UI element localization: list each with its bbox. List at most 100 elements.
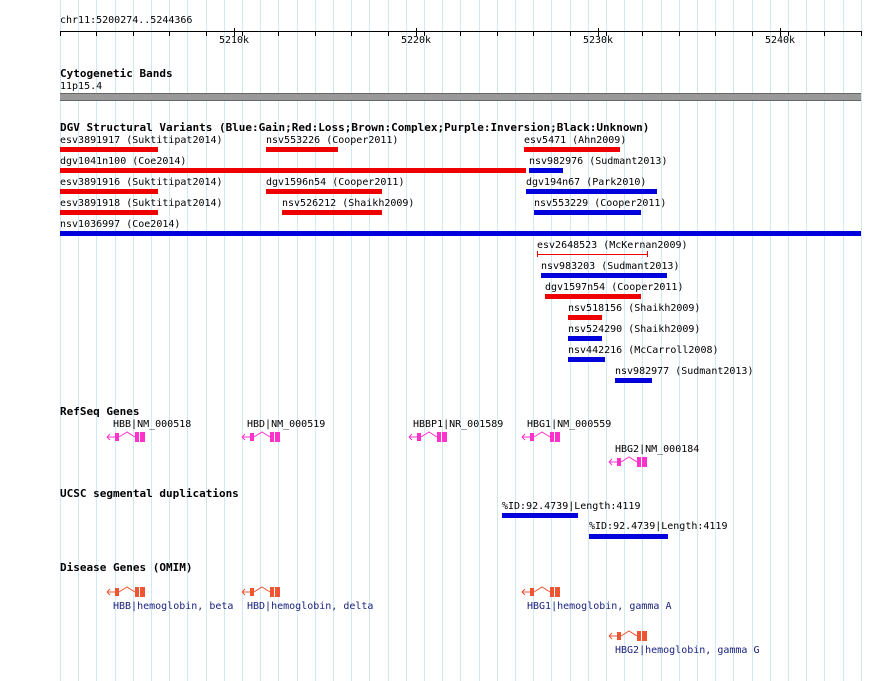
ruler-minor-tick — [206, 31, 207, 36]
grid-line — [752, 0, 753, 681]
dgv-feature-bar[interactable] — [568, 336, 602, 341]
ruler-major-tick — [780, 28, 781, 36]
grid-line — [169, 0, 170, 681]
ruler-tick-label: 5220k — [400, 35, 432, 46]
dgv-feature-bar[interactable] — [526, 189, 657, 194]
ruler-minor-tick — [388, 31, 389, 36]
dgv-feature-label: nsv983203 (Sudmant2013) — [541, 261, 680, 272]
omim-gene-glyph[interactable] — [106, 586, 150, 601]
grid-line — [242, 0, 243, 681]
grid-line — [297, 0, 298, 681]
dgv-feature-bar[interactable] — [282, 210, 382, 215]
ruler-minor-tick — [861, 31, 862, 36]
dgv-feature-label: dgv1596n54 (Cooper2011) — [266, 177, 405, 188]
segdup-bar[interactable] — [502, 513, 578, 518]
omim-gene-glyph[interactable] — [521, 586, 565, 601]
grid-line — [733, 0, 734, 681]
grid-line — [151, 0, 152, 681]
grid-line — [96, 0, 97, 681]
dgv-feature-bar[interactable] — [60, 231, 861, 236]
refseq-gene-glyph[interactable] — [106, 431, 150, 446]
dgv-feature-bar[interactable] — [60, 210, 158, 215]
grid-line — [278, 0, 279, 681]
cytoband-bar[interactable] — [60, 93, 861, 101]
refseq-gene-glyph[interactable] — [521, 431, 565, 446]
refseq-gene-label: HBB|NM_000518 — [113, 419, 192, 430]
dgv-feature-label: nsv1036997 (Coe2014) — [60, 219, 181, 230]
grid-line — [770, 0, 771, 681]
segdup-bar[interactable] — [589, 534, 668, 539]
grid-line — [133, 0, 134, 681]
grid-line — [533, 0, 534, 681]
dgv-feature-label: esv5471 (Ahn2009) — [524, 135, 627, 146]
segdup-label: %ID:92.4739|Length:4119 — [502, 501, 641, 512]
track-title-segdups: UCSC segmental duplications — [60, 487, 239, 500]
dgv-feature-bar[interactable] — [568, 357, 605, 362]
dgv-feature-bar[interactable] — [534, 210, 641, 215]
ruler-minor-tick — [679, 31, 680, 36]
grid-line — [315, 0, 316, 681]
grid-line — [679, 0, 680, 681]
dgv-feature-bar[interactable] — [615, 378, 652, 383]
omim-gene-glyph[interactable] — [241, 586, 285, 601]
ruler-tick-label: 5240k — [764, 35, 796, 46]
dgv-feature-label: esv2648523 (McKernan2009) — [537, 240, 688, 251]
ruler-minor-tick — [824, 31, 825, 36]
dgv-feature-bar[interactable] — [541, 273, 667, 278]
dgv-feature-line[interactable] — [537, 254, 648, 255]
grid-line — [824, 0, 825, 681]
ruler-minor-tick — [460, 31, 461, 36]
grid-line — [460, 0, 461, 681]
ruler-minor-tick — [60, 31, 61, 36]
cytoband-label: 11p15.4 — [60, 81, 103, 92]
dgv-feature-label: nsv526212 (Shaikh2009) — [282, 198, 415, 209]
grid-line — [642, 0, 643, 681]
ruler-minor-tick — [133, 31, 134, 36]
grid-line — [78, 0, 79, 681]
ruler-minor-tick — [642, 31, 643, 36]
dgv-feature-bar[interactable] — [524, 147, 620, 152]
grid-line — [442, 0, 443, 681]
dgv-feature-label: esv3891916 (Suktitipat2014) — [60, 177, 223, 188]
ruler-minor-tick — [424, 31, 425, 36]
ruler-minor-tick — [752, 31, 753, 36]
omim-gene-label[interactable]: HBB|hemoglobin, beta — [113, 601, 234, 612]
refseq-gene-label: HBG2|NM_000184 — [615, 444, 700, 455]
grid-line — [187, 0, 188, 681]
refseq-gene-glyph[interactable] — [608, 456, 652, 471]
refseq-gene-label: HBBP1|NR_001589 — [413, 419, 504, 430]
grid-line — [60, 0, 61, 681]
dgv-feature-bar[interactable] — [568, 315, 602, 320]
dgv-feature-label: nsv524290 (Shaikh2009) — [568, 324, 701, 335]
omim-gene-label[interactable]: HBG2|hemoglobin, gamma G — [615, 645, 760, 656]
grid-line — [661, 0, 662, 681]
dgv-feature-label: nsv982976 (Sudmant2013) — [529, 156, 668, 167]
refseq-gene-glyph[interactable] — [241, 431, 285, 446]
ruler-tick-label: 5210k — [218, 35, 250, 46]
ruler-major-tick — [416, 28, 417, 36]
ruler-minor-tick — [351, 31, 352, 36]
dgv-feature-label: nsv982977 (Sudmant2013) — [615, 366, 754, 377]
ruler-minor-tick — [715, 31, 716, 36]
omim-gene-label[interactable]: HBG1|hemoglobin, gamma A — [527, 601, 672, 612]
omim-gene-label[interactable]: HBD|hemoglobin, delta — [247, 601, 374, 612]
ruler-minor-tick — [169, 31, 170, 36]
grid-line — [551, 0, 552, 681]
dgv-feature-label: dgv1597n54 (Cooper2011) — [545, 282, 684, 293]
dgv-feature-bar[interactable] — [60, 189, 158, 194]
ruler-minor-tick — [315, 31, 316, 36]
track-title-dgv: DGV Structural Variants (Blue:Gain;Red:L… — [60, 121, 650, 134]
dgv-feature-bar[interactable] — [529, 168, 563, 173]
omim-gene-glyph[interactable] — [608, 630, 652, 645]
dgv-feature-bar[interactable] — [60, 147, 158, 152]
dgv-feature-bar[interactable] — [266, 147, 338, 152]
grid-line — [369, 0, 370, 681]
refseq-gene-glyph[interactable] — [408, 431, 452, 446]
dgv-feature-bar[interactable] — [266, 189, 382, 194]
dgv-feature-bar[interactable] — [545, 294, 641, 299]
ruler-major-tick — [598, 28, 599, 36]
dgv-feature-bar[interactable] — [60, 168, 526, 173]
grid-line — [715, 0, 716, 681]
ruler-tick-label: 5230k — [582, 35, 614, 46]
dgv-feature-label: nsv553229 (Cooper2011) — [534, 198, 667, 209]
